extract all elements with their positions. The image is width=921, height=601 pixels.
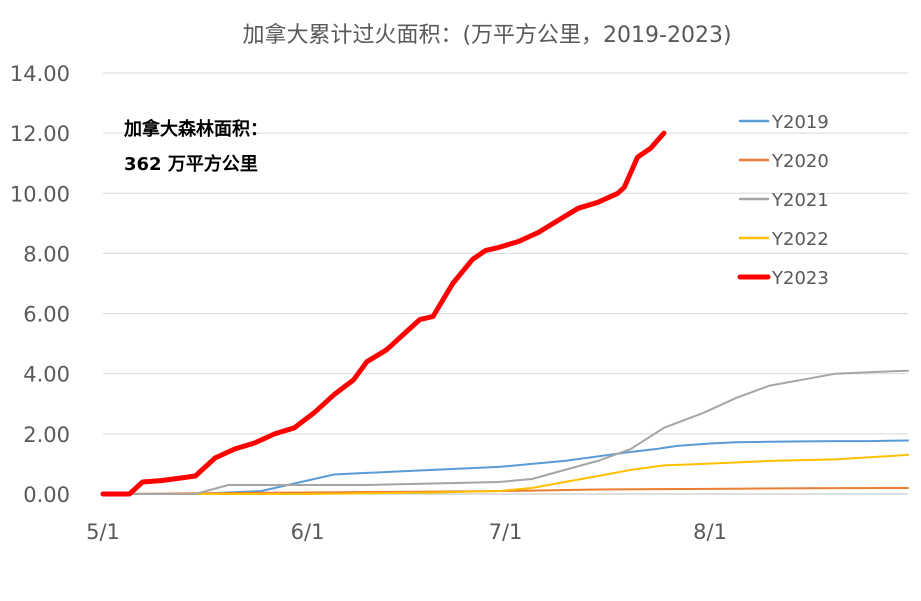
annotation-line-1: 加拿大森林面积： (123, 118, 268, 140)
y-tick-label: 8.00 (23, 242, 70, 266)
legend-label-y2019: Y2019 (771, 112, 829, 133)
legend-label-y2020: Y2020 (771, 151, 829, 172)
x-tick-label: 6/1 (291, 520, 325, 544)
legend-label-y2021: Y2021 (771, 190, 829, 211)
x-tick-label: 5/1 (86, 520, 120, 544)
y-tick-label: 0.00 (23, 483, 70, 507)
annotation: 加拿大森林面积： 362 万平方公里 (123, 118, 268, 175)
legend-label-y2022: Y2022 (771, 229, 829, 250)
y-tick-label: 12.00 (10, 122, 70, 146)
legend-label-y2023: Y2023 (771, 268, 829, 289)
y-tick-label: 6.00 (23, 303, 70, 327)
y-tick-label: 14.00 (10, 62, 70, 86)
x-tick-label: 7/1 (489, 520, 523, 544)
x-tick-label: 8/1 (693, 520, 727, 544)
series-line-y2021 (103, 371, 908, 494)
chart-title: 加拿大累计过火面积：(万平方公里，2019-2023) (242, 22, 731, 48)
y-tick-label: 4.00 (23, 363, 70, 387)
x-axis-ticks: 5/1 6/1 7/1 8/1 (86, 520, 727, 544)
legend: Y2019 Y2020 Y2021 Y2022 Y2023 (740, 112, 829, 289)
y-axis-ticks: 0.00 2.00 4.00 6.00 8.00 10.00 12.00 14.00 (10, 62, 70, 507)
y-tick-label: 2.00 (23, 423, 70, 447)
y-tick-label: 10.00 (10, 182, 70, 206)
annotation-line-2: 362 万平方公里 (124, 153, 258, 175)
